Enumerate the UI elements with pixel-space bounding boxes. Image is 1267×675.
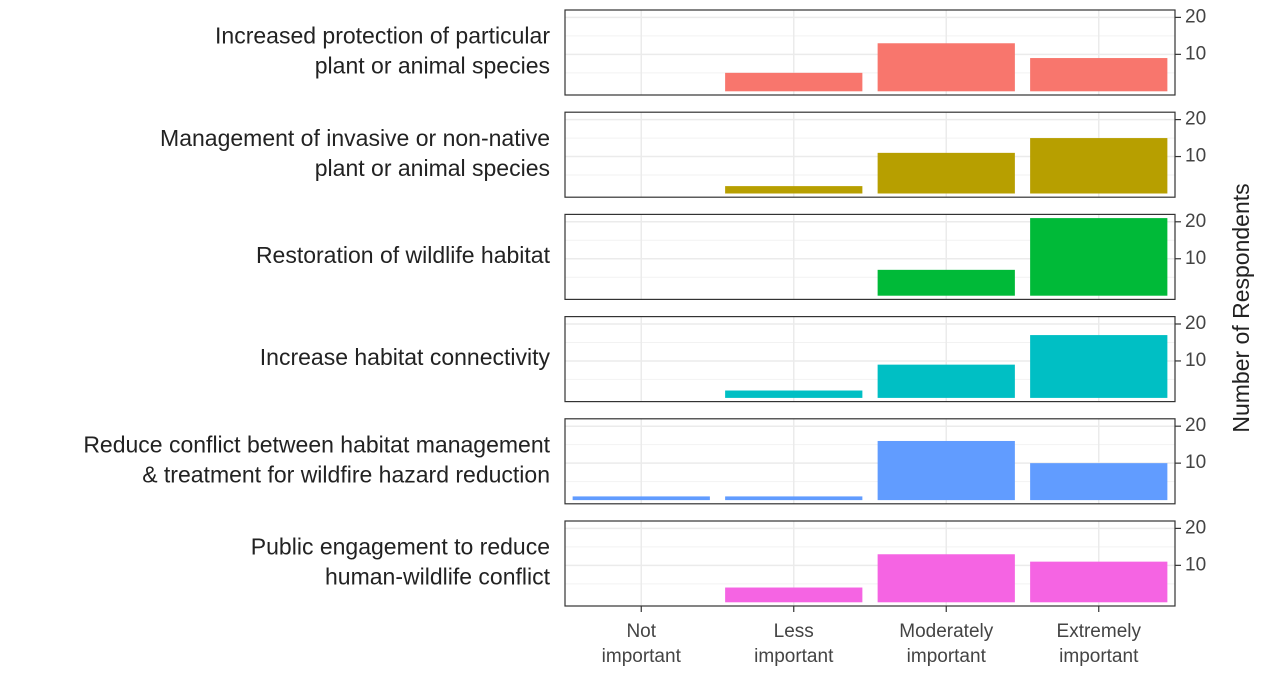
bar (1030, 138, 1168, 194)
bar (1030, 335, 1168, 398)
panel-border (564, 213, 1176, 300)
bar (725, 390, 863, 398)
x-tick-label: important (1059, 646, 1139, 667)
bar (877, 43, 1015, 92)
y-axis-title: Number of Respondents (1228, 183, 1254, 432)
y-tick-label: 10 (1185, 350, 1206, 371)
bar (725, 496, 863, 501)
facet-label: & treatment for wildfire hazard reductio… (142, 461, 550, 487)
x-tick-label: important (754, 646, 834, 667)
y-tick-label: 10 (1185, 554, 1206, 575)
bar (877, 440, 1015, 501)
x-tick-label: important (602, 646, 682, 667)
facet-label: human-wildlife conflict (325, 564, 551, 590)
y-tick-label: 10 (1185, 452, 1206, 473)
bar (877, 554, 1015, 603)
facet-label: Increase habitat connectivity (260, 344, 551, 370)
panel-border (564, 520, 1176, 607)
x-tick-label: Extremely (1057, 621, 1142, 642)
y-tick-label: 20 (1185, 211, 1206, 232)
bar (877, 152, 1015, 194)
bar (877, 269, 1015, 296)
bar (725, 186, 863, 194)
facet-label: Management of invasive or non-native (160, 125, 550, 151)
y-tick-label: 20 (1185, 313, 1206, 334)
bar (725, 72, 863, 92)
panel-border (564, 316, 1176, 403)
y-tick-label: 10 (1185, 146, 1206, 167)
bar (1030, 561, 1168, 603)
facet-label: Reduce conflict between habitat manageme… (83, 431, 550, 457)
facet-label: plant or animal species (315, 53, 550, 79)
y-tick-label: 20 (1185, 517, 1206, 538)
facet-label: Increased protection of particular (215, 23, 550, 49)
facet-label: Public engagement to reduce (251, 534, 550, 560)
panel-border (564, 9, 1176, 96)
y-tick-label: 10 (1185, 248, 1206, 269)
bar (1030, 58, 1168, 92)
x-tick-label: Moderately (899, 621, 993, 642)
bar (572, 496, 710, 501)
bar (725, 587, 863, 603)
bar (877, 364, 1015, 398)
panel-border (564, 418, 1176, 505)
x-tick-label: Less (774, 621, 814, 642)
y-tick-label: 20 (1185, 415, 1206, 436)
bar (1030, 463, 1168, 501)
y-tick-label: 20 (1185, 6, 1206, 27)
y-tick-label: 20 (1185, 109, 1206, 130)
y-tick-label: 10 (1185, 43, 1206, 64)
panel-border (564, 111, 1176, 198)
x-tick-label: Not (626, 621, 656, 642)
x-tick-label: important (907, 646, 987, 667)
bar (1030, 218, 1168, 296)
facet-label: Restoration of wildlife habitat (256, 242, 551, 268)
facet-label: plant or animal species (315, 155, 550, 181)
